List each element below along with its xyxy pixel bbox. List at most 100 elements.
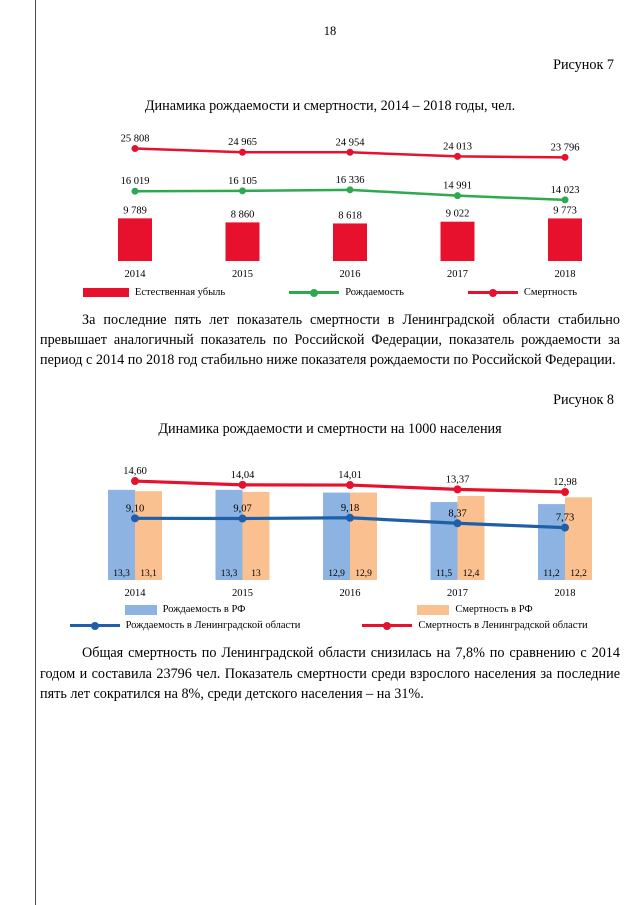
category-label: 2017 (447, 588, 468, 599)
point-label: 16 019 (121, 176, 150, 187)
category-label: 2016 (340, 588, 361, 599)
legend-label-birth-lenobl: Рождаемость в Ленинградской области (125, 620, 301, 632)
line-point (239, 148, 246, 156)
point-label: 24 954 (336, 137, 366, 148)
death-rate-line-marker (467, 291, 518, 294)
category-label: 2015 (232, 269, 253, 280)
point-label: 14 023 (551, 185, 580, 196)
natural-decline-swatch (82, 288, 129, 297)
category-label: 2014 (125, 588, 147, 599)
birth-rate-line-marker (289, 291, 340, 294)
bar-label: 13,3 (113, 569, 130, 579)
legend-item-natural-decline: Естественная убыль (82, 287, 226, 298)
bar-series0-2016 (333, 223, 367, 261)
page-left-rule (35, 0, 36, 905)
legend-label-death-lenobl: Смертность в Ленинградской области (418, 620, 588, 632)
figure8-title: Динамика рождаемости и смертности на 100… (158, 421, 502, 438)
figure7-caption: Рисунок 7 (553, 57, 614, 73)
category-label: 2016 (340, 269, 361, 280)
figure7-chart: 9 789 8 860 8 618 9 022 9 773 16 019 16 105 16 … (118, 134, 582, 280)
bar-label: 8 618 (338, 210, 362, 221)
bar-label: 13,3 (221, 569, 238, 579)
line-point (453, 519, 462, 528)
figure7-legend: Естественная убыль Рождаемость Смертност… (40, 287, 620, 298)
legend-item-birth-rf: Рождаемость в РФ (124, 604, 246, 616)
point-label: 24 965 (228, 137, 257, 148)
birth-lenobl-line-marker (69, 624, 120, 628)
legend-label-birth-rf: Рождаемость в РФ (162, 604, 246, 616)
legend-label-death-rate: Смертность (523, 287, 578, 298)
figure8-paragraph: Общая смертность по Ленинградской област… (40, 645, 620, 702)
point-label: 23 796 (551, 142, 580, 153)
bar-label: 11,2 (543, 569, 560, 579)
line-point (131, 514, 139, 523)
line-point (346, 481, 354, 490)
point-label: 9,10 (126, 504, 144, 515)
point-label: 9,07 (233, 504, 251, 515)
line-point (454, 192, 461, 200)
bar-label: 12,9 (355, 569, 372, 579)
bar-label: 9 022 (446, 209, 470, 220)
point-label: 16 336 (336, 175, 365, 186)
line-point (453, 485, 462, 494)
point-label: 9,18 (341, 503, 359, 514)
point-label: 13,37 (446, 475, 470, 486)
legend-label-natural-decline: Естественная убыль (134, 287, 226, 298)
death-lenobl-line-marker (362, 624, 413, 628)
birth-rf-swatch (124, 604, 157, 615)
figure8-chart: 13,3 13,3 12,9 11,5 11,2 13,1 13 12,9 12,4 12,2 9,… (108, 467, 592, 599)
bar-series1-2015 (242, 492, 270, 581)
line-point (131, 187, 139, 195)
bar-label: 12,4 (463, 569, 480, 579)
legend-item-death-rate: Смертность (467, 287, 578, 298)
line-point (131, 145, 139, 153)
line-point (239, 187, 246, 195)
line-point (346, 514, 354, 523)
category-label: 2015 (232, 588, 253, 599)
bar-series0-2014 (108, 490, 135, 581)
line-point (238, 514, 247, 523)
bar-series0-2016 (323, 493, 350, 581)
legend-item-death-lenobl: Смертность в Ленинградской области (362, 620, 588, 632)
legend-label-death-rf: Смертность в РФ (455, 604, 533, 616)
bar-series0-2018 (538, 504, 565, 581)
bar-label: 11,5 (436, 569, 453, 579)
legend-label-birth-rate: Рождаемость (345, 287, 404, 298)
figure7-paragraph: За последние пять лет показатель смертно… (40, 312, 620, 369)
legend-item-birth-rate: Рождаемость (289, 287, 404, 298)
bar-label: 12,9 (328, 569, 345, 579)
line-point (454, 152, 461, 160)
bar-series1-2017 (457, 496, 485, 581)
legend-item-birth-lenobl: Рождаемость в Ленинградской области (69, 620, 301, 632)
point-label: 14 991 (443, 181, 472, 192)
line-point (346, 148, 354, 156)
figure8-legend: Рождаемость в РФ Смертность в РФ Рождаем… (40, 604, 620, 631)
point-label: 16 105 (228, 176, 257, 187)
bar-series0-2014 (118, 218, 152, 261)
category-label: 2018 (555, 588, 576, 599)
category-label: 2014 (125, 269, 147, 280)
point-label: 14,60 (123, 467, 147, 478)
point-label: 14,04 (231, 470, 255, 481)
bar-label: 13,1 (140, 569, 157, 579)
death-rf-swatch (417, 604, 450, 615)
category-label: 2017 (447, 269, 468, 280)
bar-series1-2014 (135, 491, 162, 581)
point-label: 25 808 (121, 134, 150, 145)
line-point (561, 488, 569, 497)
line-point (561, 196, 569, 204)
line-point (346, 186, 354, 194)
bar-series0-2015 (215, 490, 243, 581)
point-label: 24 013 (443, 141, 472, 152)
line-point (561, 153, 569, 161)
bar-label: 8 860 (231, 209, 255, 220)
bar-series0-2018 (548, 218, 582, 261)
category-label: 2018 (555, 269, 576, 280)
bar-label: 9 789 (123, 205, 147, 216)
legend-item-death-rf: Смертность в РФ (417, 604, 533, 616)
line-point (131, 477, 139, 486)
point-label: 8,37 (448, 509, 466, 520)
point-label: 12,98 (553, 477, 577, 488)
point-label: 14,01 (338, 471, 362, 482)
